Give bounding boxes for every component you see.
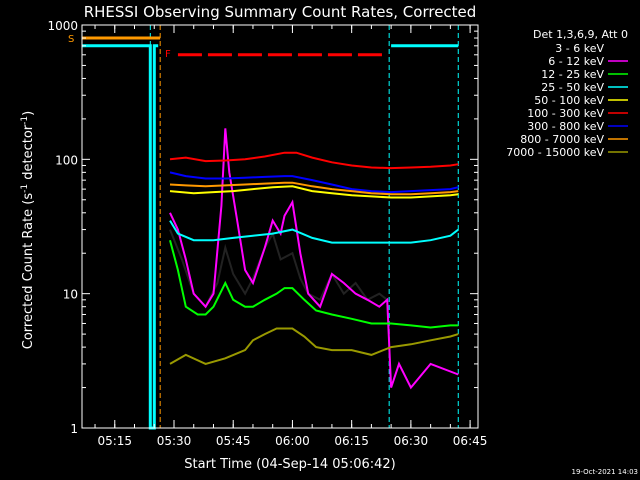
legend-label-3: 25 - 50 keV xyxy=(541,81,604,94)
legend-label-4: 50 - 100 keV xyxy=(534,94,604,107)
y-tick-label-2: 100 xyxy=(55,153,78,167)
series-line-6 xyxy=(169,171,459,194)
chart-title: RHESSI Observing Summary Count Rates, Co… xyxy=(84,3,477,21)
x-tick-label-1: 05:30 xyxy=(157,434,192,448)
x-axis-label: Start Time (04-Sep-14 05:06:42) xyxy=(184,457,395,472)
flare-flag-label: F xyxy=(165,49,171,60)
series-line-8 xyxy=(169,327,459,365)
x-tick-label-0: 05:15 xyxy=(97,434,132,448)
series-line-7 xyxy=(169,181,459,196)
legend-label-6: 300 - 800 keV xyxy=(527,120,604,133)
legend-label-2: 12 - 25 keV xyxy=(541,68,604,81)
series-line-3 xyxy=(169,220,459,244)
y-axis-label: Corrected Count Rate (s-1 detector-1) xyxy=(20,111,36,349)
axes: 1 10 100 1000 05:15 05:30 05:45 06:00 06:15 06:30… xyxy=(47,19,487,448)
y-tick-label-0: 1 xyxy=(70,422,78,436)
x-tick-label-5: 06:30 xyxy=(394,434,429,448)
axes-frame xyxy=(81,24,479,429)
y-tick-label-3: 1000 xyxy=(47,19,78,33)
timestamp: 19-Oct-2021 14:03 xyxy=(572,468,638,476)
legend-label-5: 100 - 300 keV xyxy=(527,107,604,120)
y-tick-label-1: 10 xyxy=(63,288,78,302)
attenuator-trace-0 xyxy=(82,44,159,430)
x-tick-label-3: 06:00 xyxy=(275,434,310,448)
legend-label-7: 800 - 7000 keV xyxy=(520,133,604,146)
x-tick-label-6: 06:45 xyxy=(453,434,488,448)
saa-flag-label: S xyxy=(68,34,74,45)
series-line-1 xyxy=(169,128,459,390)
legend-label-8: 7000 - 15000 keV xyxy=(506,146,604,159)
legend-title: Det 1,3,6,9, Att 0 xyxy=(533,28,628,41)
series-line-4 xyxy=(169,185,459,199)
legend-label-1: 6 - 12 keV xyxy=(548,55,604,68)
series-line-5 xyxy=(169,151,459,170)
series-line-2 xyxy=(169,239,459,329)
x-tick-label-2: 05:45 xyxy=(216,434,251,448)
x-tick-label-4: 06:15 xyxy=(334,434,369,448)
plot-area: SF xyxy=(68,25,459,430)
legend-label-0: 3 - 6 keV xyxy=(555,42,604,55)
